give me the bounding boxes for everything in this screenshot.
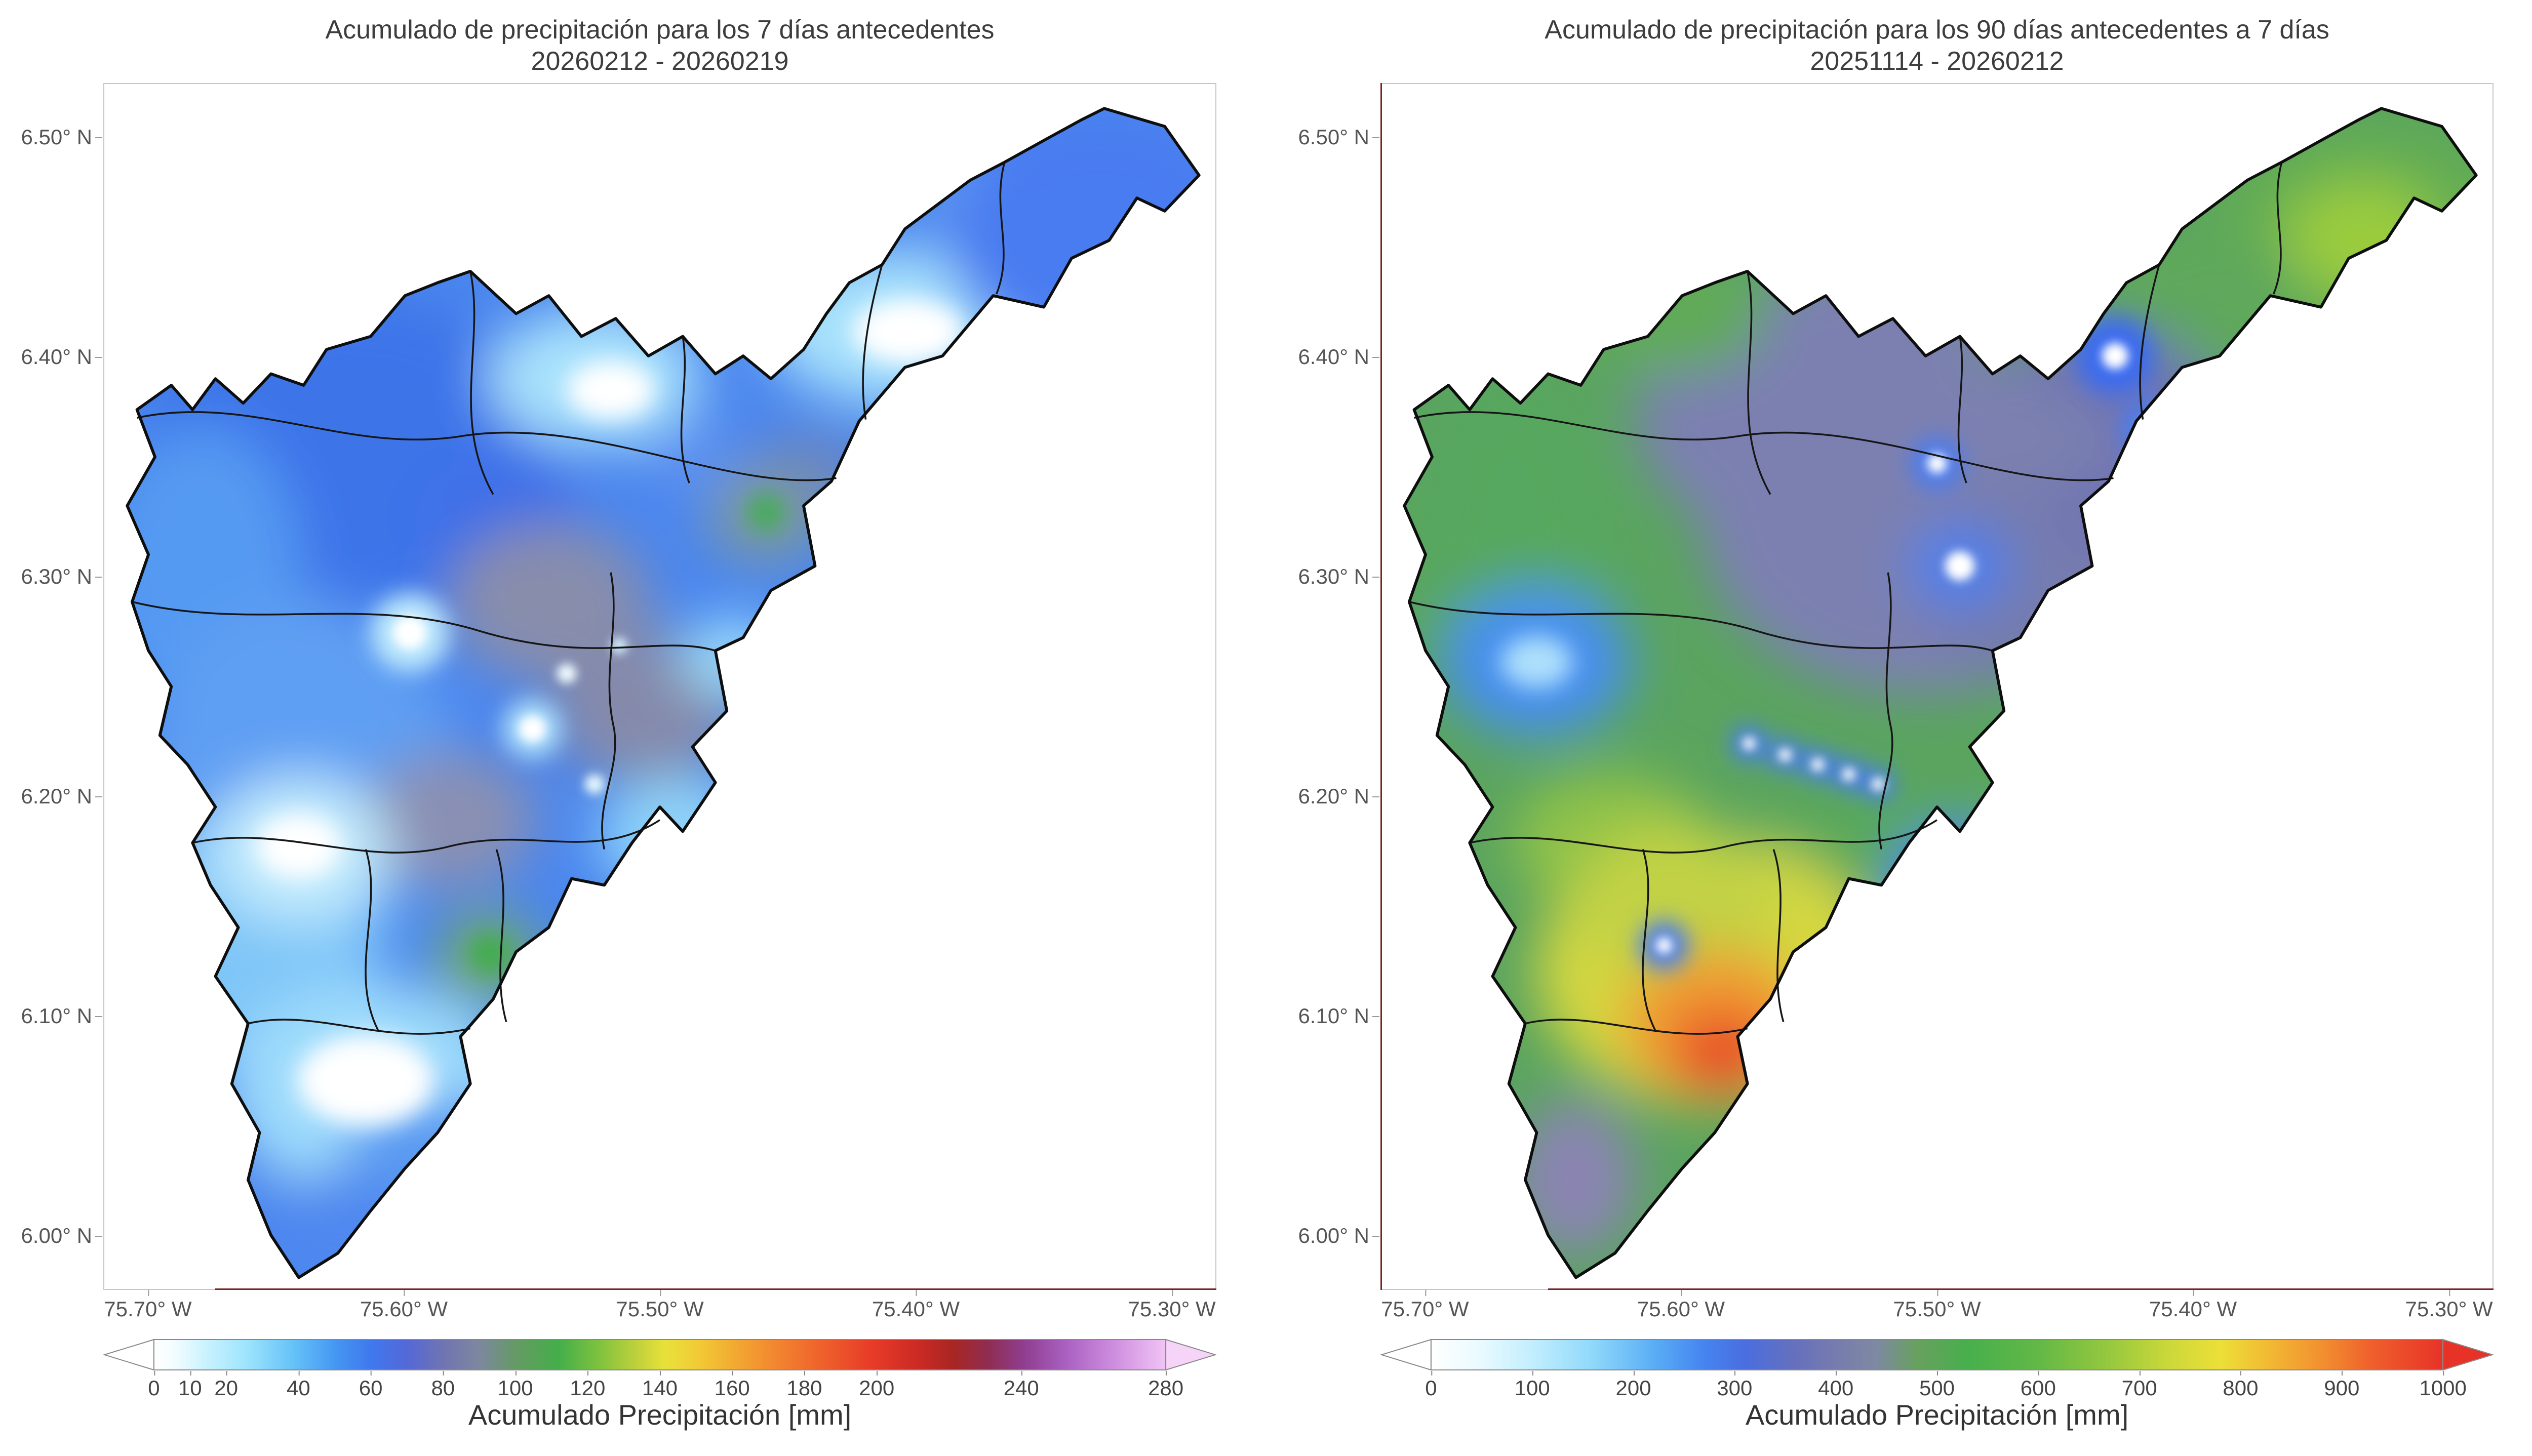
colorbar-stack: 0 100 200 300 400 500 600 700 800 900 1000 Acumula… (1380, 1339, 2494, 1431)
maroon-left-spine (1380, 83, 1382, 1290)
y-tick-label: 6.40° N (21, 345, 102, 369)
colorbar-tick-label: 900 (2324, 1371, 2360, 1400)
colorbar-tick-labels: 0 100 200 300 400 500 600 700 800 900 1000 (1425, 1371, 2467, 1400)
title-line2-dates: 20260212 - 20260219 (531, 47, 789, 76)
colorbar-tick-label: 240 (1003, 1371, 1039, 1400)
y-axis-tick-labels: 6.50° N 6.40° N 6.30° N 6.20° N 6.10° N 6.00°… (1284, 83, 1380, 1290)
colorbar-row: 0 100 200 300 400 500 600 700 800 900 1000 Acumula… (1284, 1339, 2494, 1431)
colorbar-90days (1380, 1339, 2494, 1371)
colorbar-tick-label: 10 (178, 1371, 202, 1400)
axis-spacer (1284, 1290, 1380, 1325)
colorbar-row: 0 10 20 40 60 80 100 120 140 160 180 200 240 280 Acum… (7, 1339, 1216, 1431)
y-tick-label: 6.30° N (1298, 564, 1379, 589)
x-tick-label: 75.60° W (360, 1290, 448, 1321)
colorbar-tick-labels: 0 10 20 40 60 80 100 120 140 160 180 200 240 280 (148, 1371, 1183, 1400)
colorbar-tick-label: 120 (570, 1371, 606, 1400)
colorbar-tick-label: 140 (642, 1371, 678, 1400)
x-tick-label: 75.60° W (1637, 1290, 1725, 1321)
plot-title-7days: Acumulado de precipitación para los 7 dí… (103, 14, 1216, 77)
panel-7days: Acumulado de precipitación para los 7 dí… (7, 14, 1216, 1431)
colorbar-7days (103, 1339, 1216, 1371)
colorbar-tick-label: 60 (359, 1371, 383, 1400)
colorbar-tick-label: 280 (1148, 1371, 1184, 1400)
colorbar-tick-label: 700 (2121, 1371, 2157, 1400)
x-tick-label: 75.70° W (1381, 1290, 1469, 1321)
x-tick-label: 75.40° W (872, 1290, 960, 1321)
maroon-bottom-spine (215, 1288, 1216, 1290)
x-axis-tick-labels: 75.70° W 75.60° W 75.50° W 75.40° W 75.30° W (103, 1290, 1216, 1325)
x-tick-label: 75.30° W (2405, 1290, 2493, 1321)
colorbar-tick-label: 500 (1919, 1371, 1955, 1400)
y-tick-label: 6.10° N (1298, 1003, 1379, 1028)
y-tick-label: 6.00° N (1298, 1223, 1379, 1247)
colorbar-tick-label: 0 (148, 1371, 160, 1400)
title-line1: Acumulado de precipitación para los 7 dí… (325, 15, 995, 45)
axis-spacer (7, 1339, 103, 1431)
colorbar-overflow-arrow (2442, 1339, 2494, 1371)
maroon-bottom-spine (1548, 1288, 2494, 1290)
plot-area-90days (1380, 83, 2494, 1290)
plot-title-90days: Acumulado de precipitación para los 90 d… (1380, 14, 2494, 77)
plot-area-7days (103, 83, 1216, 1290)
colorbar-tick-label: 180 (786, 1371, 822, 1400)
precipitation-field-7days (127, 108, 1199, 1278)
colorbar-tick-label: 40 (286, 1371, 310, 1400)
colorbar-gradient (1430, 1339, 2444, 1370)
x-tick-label: 75.40° W (2149, 1290, 2237, 1321)
colorbar-tick-label: 200 (1615, 1371, 1651, 1400)
x-axis-tick-labels: 75.70° W 75.60° W 75.50° W 75.40° W 75.30° W (1380, 1290, 2494, 1325)
colorbar-overflow-arrow (1165, 1339, 1216, 1371)
colorbar-tick-label: 20 (214, 1371, 238, 1400)
precipitation-field-90days (1404, 108, 2476, 1278)
x-tick-label: 75.30° W (1128, 1290, 1216, 1321)
colorbar-gradient (153, 1339, 1167, 1370)
y-axis-tick-labels: 6.50° N 6.40° N 6.30° N 6.20° N 6.10° N 6.00°… (7, 83, 103, 1290)
panel-90days: Acumulado de precipitación para los 90 d… (1277, 0, 2532, 1456)
y-tick-label: 6.00° N (21, 1223, 102, 1247)
y-tick-label: 6.50° N (1298, 125, 1379, 149)
y-tick-label: 6.30° N (21, 564, 102, 589)
axis-spacer (1284, 1339, 1380, 1431)
colorbar-tick-label: 160 (714, 1371, 750, 1400)
colorbar-tick-label: 100 (497, 1371, 533, 1400)
colorbar-tick-label: 300 (1717, 1371, 1753, 1400)
title-line1: Acumulado de precipitación para los 90 d… (1545, 15, 2329, 45)
colorbar-tick-label: 80 (431, 1371, 455, 1400)
colorbar-tick-label: 0 (1425, 1371, 1437, 1400)
y-tick-label: 6.10° N (21, 1003, 102, 1028)
y-tick-label: 6.40° N (1298, 345, 1379, 369)
x-tick-label: 75.70° W (104, 1290, 192, 1321)
colorbar-tick-label: 200 (859, 1371, 895, 1400)
colorbar-tick-label: 1000 (2419, 1371, 2467, 1400)
colorbar-underflow-arrow (103, 1339, 154, 1371)
plot-row: 6.50° N 6.40° N 6.30° N 6.20° N 6.10° N 6.00°… (7, 83, 1216, 1290)
title-line2-dates: 20251114 - 20260212 (1810, 47, 2064, 76)
x-axis: 75.70° W 75.60° W 75.50° W 75.40° W 75.30° W (1284, 1290, 2494, 1325)
colorbar-label: Acumulado Precipitación [mm] (468, 1399, 852, 1431)
colorbar-underflow-arrow (1380, 1339, 1432, 1371)
x-axis: 75.70° W 75.60° W 75.50° W 75.40° W 75.30° W (7, 1290, 1216, 1325)
colorbar-tick-label: 100 (1514, 1371, 1550, 1400)
plot-row: 6.50° N 6.40° N 6.30° N 6.20° N 6.10° N 6.00°… (1284, 83, 2494, 1290)
colorbar-stack: 0 10 20 40 60 80 100 120 140 160 180 200 240 280 Acum… (103, 1339, 1216, 1431)
x-tick-label: 75.50° W (616, 1290, 704, 1321)
map-90days (1381, 84, 2493, 1289)
y-tick-label: 6.20° N (1298, 784, 1379, 808)
x-tick-label: 75.50° W (1893, 1290, 1981, 1321)
colorbar-tick-label: 400 (1818, 1371, 1854, 1400)
colorbar-tick-label: 800 (2223, 1371, 2259, 1400)
axis-spacer (7, 1290, 103, 1325)
y-tick-label: 6.50° N (21, 125, 102, 149)
colorbar-label: Acumulado Precipitación [mm] (1745, 1399, 2129, 1431)
y-tick-label: 6.20° N (21, 784, 102, 808)
map-7days (104, 84, 1215, 1289)
colorbar-tick-label: 600 (2020, 1371, 2056, 1400)
